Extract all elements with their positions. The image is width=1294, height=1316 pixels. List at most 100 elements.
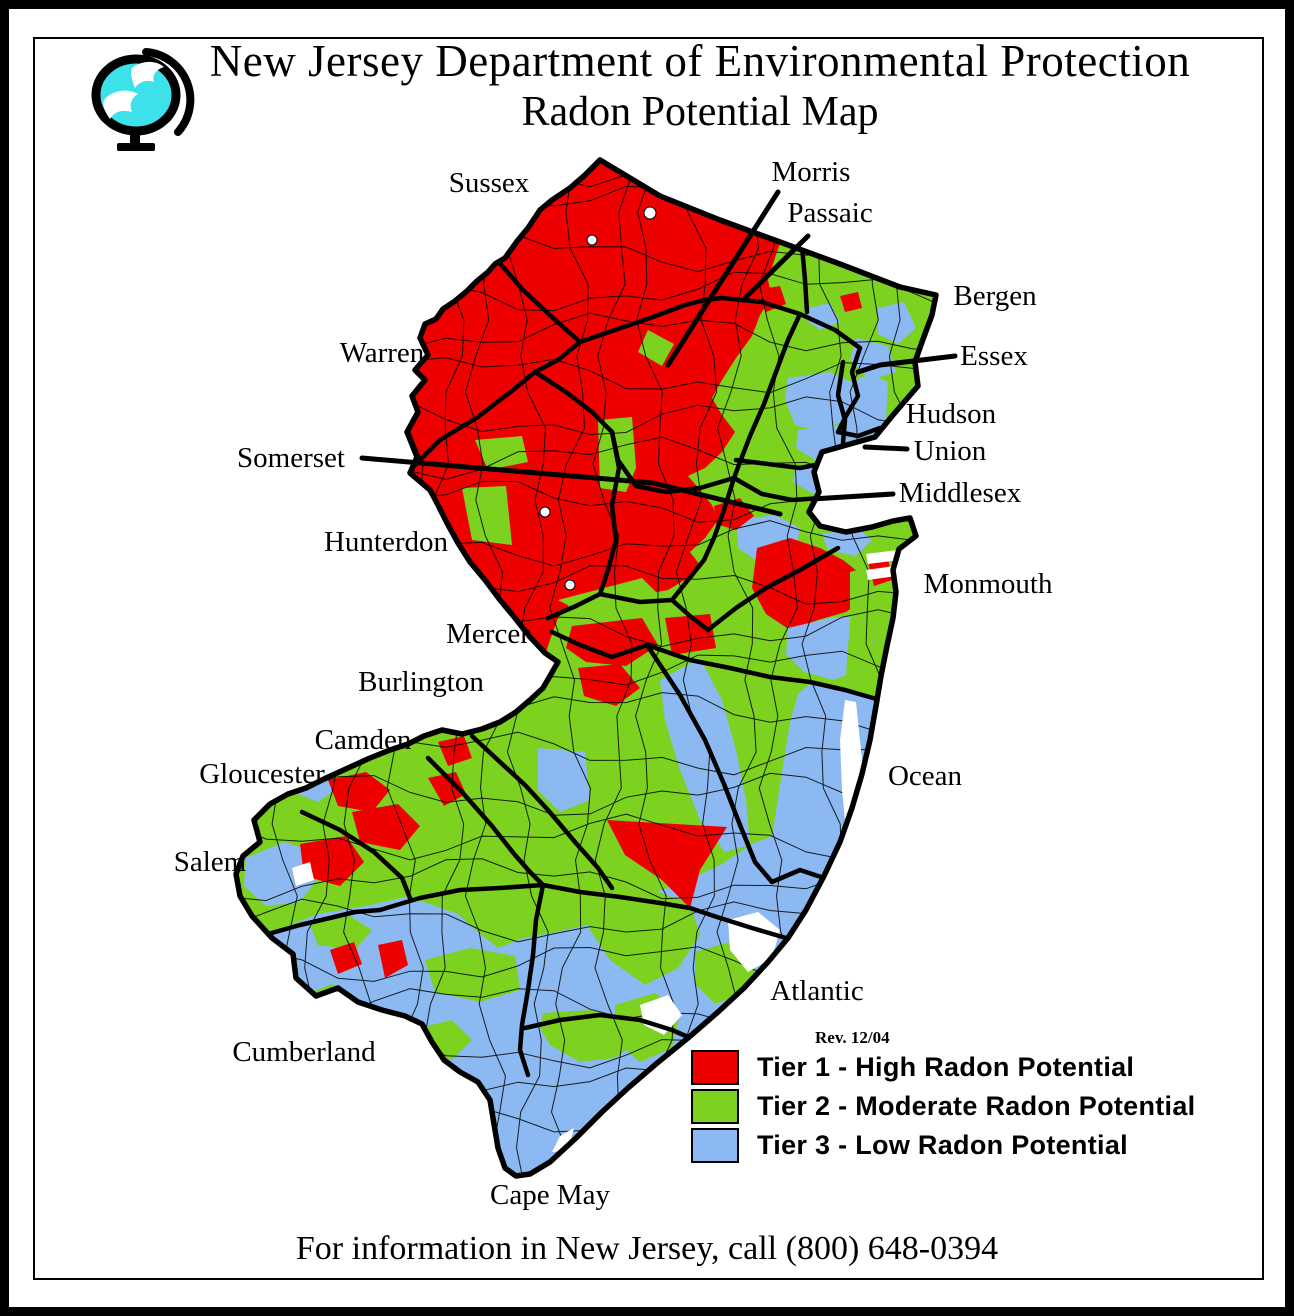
region-coastal-lowlands-blue bbox=[268, 682, 884, 1176]
region-passaic-blue bbox=[806, 303, 840, 330]
map-title: New Jersey Department of Environmental P… bbox=[9, 35, 1285, 138]
county-label-warren: Warren bbox=[340, 337, 425, 369]
revision-label: Rev. 12/04 bbox=[815, 1028, 890, 1047]
county-line-middlesex-monmouth bbox=[705, 545, 841, 633]
region-salem-red bbox=[300, 836, 364, 886]
county-label-ocean: Ocean bbox=[888, 760, 963, 792]
footer-contact: For information in New Jersey, call (800… bbox=[295, 1230, 999, 1267]
county-label-cape-may: Cape May bbox=[490, 1179, 610, 1211]
title-line-2: Radon Potential Map bbox=[521, 89, 879, 136]
globe-icon bbox=[91, 48, 195, 151]
new-jersey-radon-map: Sussex Morris Passaic Bergen Warren Essex Huds… bbox=[174, 156, 1053, 1211]
region-cumberland-green bbox=[425, 948, 520, 1002]
region-bergen-blue-1 bbox=[878, 302, 916, 344]
tier-regions bbox=[244, 160, 916, 1176]
leader-middlesex bbox=[809, 491, 896, 502]
county-boundaries bbox=[265, 243, 883, 1078]
region-cumberland-red-2 bbox=[378, 940, 408, 978]
legend-row-tier3: Tier 3 - Low Radon Potential bbox=[691, 1128, 1195, 1163]
globe-wave-upper bbox=[131, 61, 164, 88]
county-line-salem-cumberland bbox=[265, 907, 383, 937]
water-navesink-river bbox=[866, 550, 900, 564]
county-line-monmouth-ocean bbox=[644, 642, 883, 703]
county-line-mercer-burlington bbox=[549, 629, 650, 660]
region-burlington-east-blue bbox=[660, 658, 750, 852]
leader-somerset bbox=[359, 455, 783, 517]
tier1-label: Tier 1 - High Radon Potential bbox=[757, 1052, 1135, 1082]
county-line-sussex-warren bbox=[494, 257, 583, 345]
county-label-gloucester: Gloucester bbox=[199, 758, 325, 790]
county-label-hudson: Hudson bbox=[906, 398, 997, 430]
leader-passaic bbox=[742, 233, 811, 301]
tier2-swatch bbox=[691, 1089, 739, 1124]
region-monmouth-red bbox=[752, 538, 868, 630]
county-label-union: Union bbox=[914, 435, 987, 467]
county-label-somerset: Somerset bbox=[237, 442, 345, 474]
county-label-passaic: Passaic bbox=[787, 197, 872, 229]
county-label-burlington: Burlington bbox=[358, 666, 484, 698]
leader-morris bbox=[665, 189, 781, 368]
county-label-camden: Camden bbox=[315, 724, 412, 756]
county-line-warren-southeast bbox=[409, 339, 583, 471]
county-label-middlesex: Middlesex bbox=[899, 477, 1022, 509]
legend-row-tier2: Tier 2 - Moderate Radon Potential bbox=[691, 1089, 1195, 1124]
tier2-label: Tier 2 - Moderate Radon Potential bbox=[757, 1091, 1196, 1121]
leader-essex bbox=[855, 353, 958, 375]
globe-wave-lower bbox=[103, 90, 138, 119]
region-cumberland-red-1 bbox=[330, 942, 362, 974]
county-label-morris: Morris bbox=[772, 156, 851, 188]
county-line-burlington-atlantic bbox=[540, 882, 789, 941]
region-monmouth-coast-green bbox=[846, 566, 880, 682]
county-line-ocean-south bbox=[769, 867, 827, 885]
county-line-somerset-south bbox=[597, 557, 707, 605]
water-mannington-meadow bbox=[292, 862, 314, 886]
county-line-hunterdon-morris bbox=[532, 369, 615, 435]
water-great-bay-marsh bbox=[728, 912, 780, 972]
region-gloucester-red-1 bbox=[328, 772, 390, 812]
county-line-somerset-middlesex bbox=[701, 475, 737, 563]
tier1-swatch bbox=[691, 1050, 739, 1085]
county-line-camden-gloucester bbox=[425, 755, 546, 888]
county-line-atlantic-capemay bbox=[522, 1012, 698, 1043]
region-mercer-red bbox=[566, 618, 658, 666]
county-line-cumberland-atlantic bbox=[517, 882, 546, 1078]
county-line-passaic-bergen bbox=[799, 243, 810, 315]
region-camden-red-2 bbox=[428, 772, 466, 806]
county-label-bergen: Bergen bbox=[953, 280, 1037, 312]
region-morris-green-pocket bbox=[638, 330, 674, 366]
pond-ring bbox=[539, 506, 551, 518]
region-cumberland-nw-green bbox=[310, 916, 372, 950]
region-bergen-red-dot bbox=[840, 292, 862, 312]
legend-row-tier1: Tier 1 - High Radon Potential bbox=[691, 1050, 1195, 1085]
county-label-monmouth: Monmouth bbox=[924, 568, 1053, 600]
pond-ring bbox=[643, 206, 657, 220]
county-label-salem: Salem bbox=[174, 846, 247, 878]
county-label-essex: Essex bbox=[960, 340, 1028, 372]
title-line-1: New Jersey Department of Environmental P… bbox=[209, 36, 1191, 86]
legend: Tier 1 - High Radon Potential Tier 2 - M… bbox=[691, 1050, 1195, 1163]
county-labels: Sussex Morris Passaic Bergen Warren Essex Huds… bbox=[174, 156, 1053, 1211]
tier3-swatch bbox=[691, 1128, 739, 1163]
region-camden-south-blue bbox=[538, 748, 590, 812]
county-label-sussex: Sussex bbox=[449, 167, 530, 199]
county-label-hunterdon: Hunterdon bbox=[324, 526, 449, 558]
pond-ring bbox=[564, 579, 576, 591]
county-line-camden-burlington bbox=[469, 733, 615, 891]
county-line-morris-somerset bbox=[609, 429, 737, 495]
region-gloucester-red-2 bbox=[352, 804, 420, 850]
county-line-gloucester-salem bbox=[299, 809, 413, 901]
county-line-hunterdon-mercer bbox=[545, 591, 603, 621]
region-hunterdon-green-wedge bbox=[475, 436, 528, 470]
region-hunterdon-west-green bbox=[462, 486, 512, 545]
county-label-atlantic: Atlantic bbox=[770, 975, 863, 1007]
label-leader-lines bbox=[359, 189, 958, 517]
county-line-hudson-west bbox=[835, 359, 848, 446]
state-outline bbox=[233, 157, 939, 1179]
region-atlantic-nw-green bbox=[585, 886, 700, 985]
region-pinelands-red-triangle bbox=[607, 820, 727, 908]
county-line-burlington-ocean bbox=[644, 642, 775, 885]
region-salem-west-blue bbox=[244, 842, 318, 906]
county-label-cumberland: Cumberland bbox=[232, 1036, 376, 1068]
pond-ring bbox=[586, 234, 598, 246]
